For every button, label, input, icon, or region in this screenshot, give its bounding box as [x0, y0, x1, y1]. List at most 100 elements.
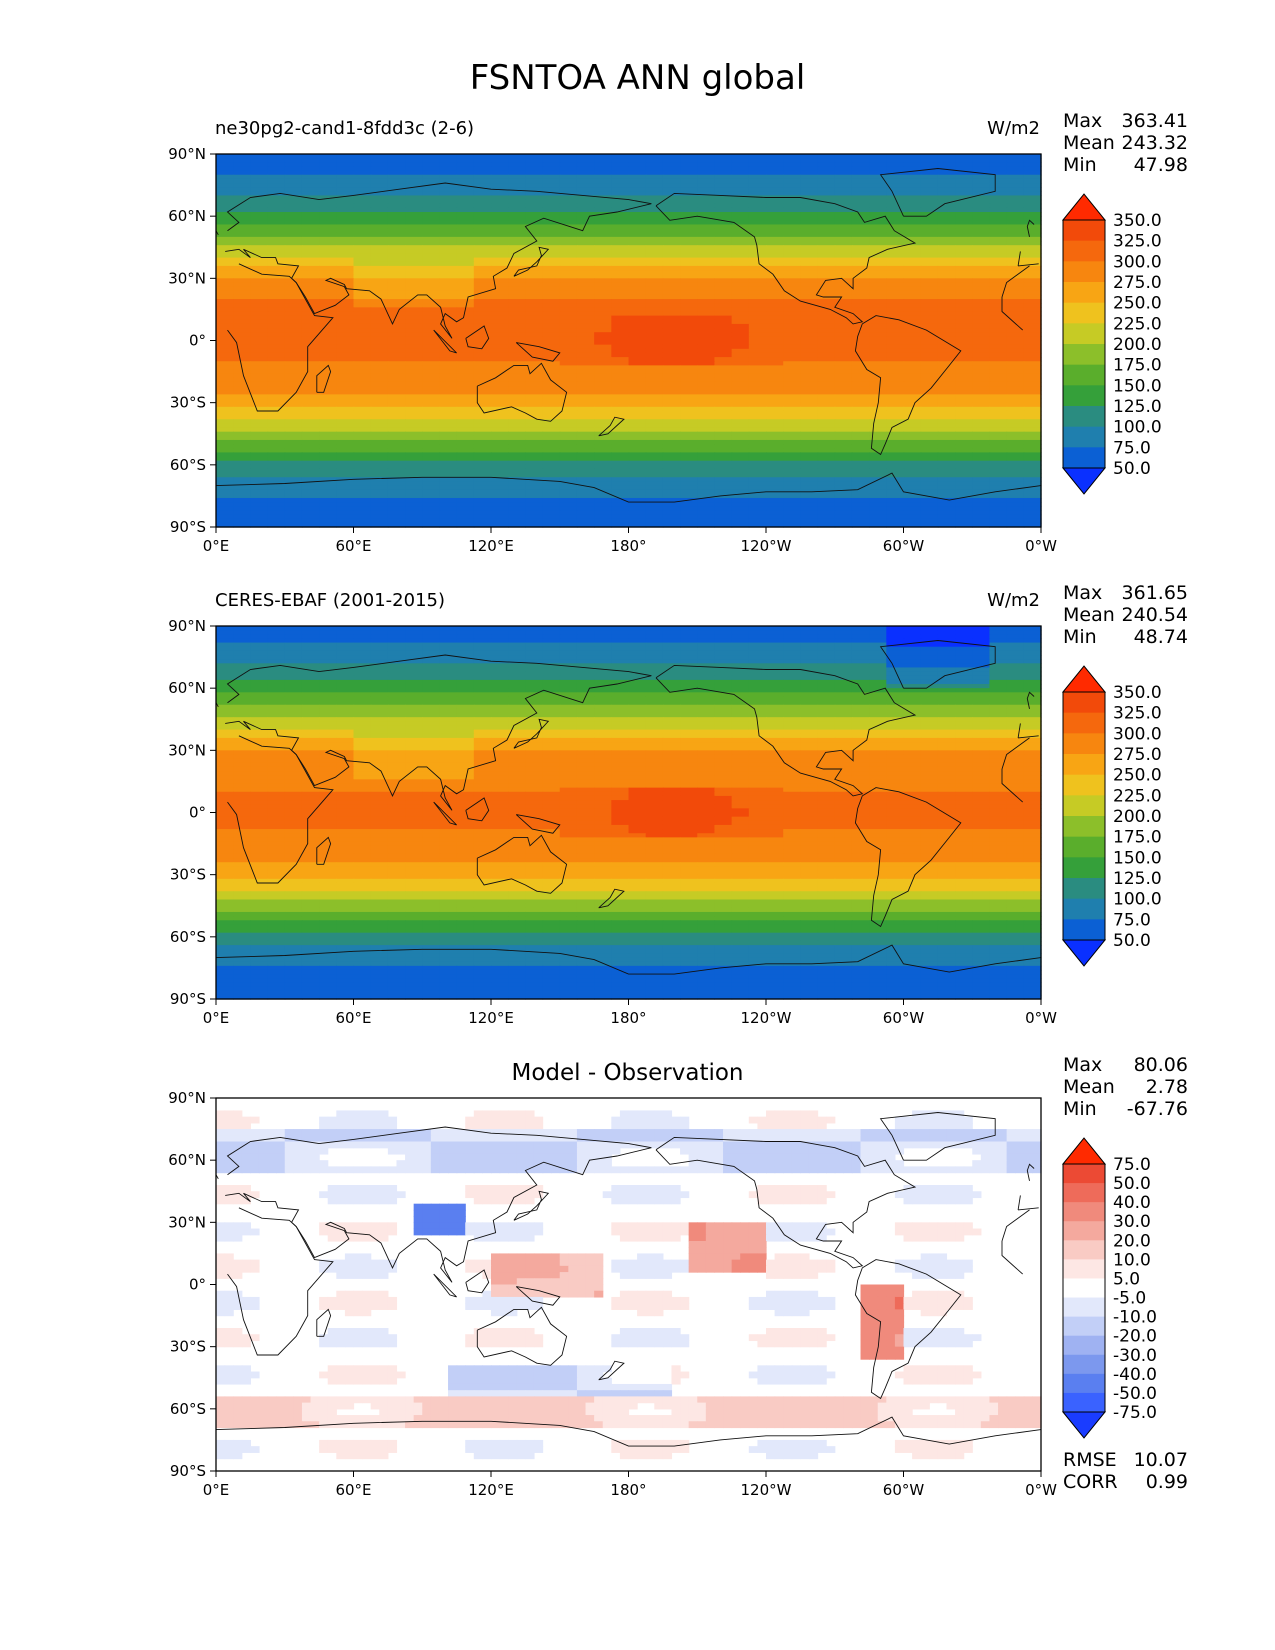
field-cell [817, 402, 836, 408]
y-tick-label: 30°S [170, 394, 206, 412]
field-cell [559, 456, 578, 462]
field-cell [387, 473, 406, 478]
field-cell [576, 361, 595, 366]
field-cell [216, 261, 234, 267]
field-cell [508, 328, 526, 333]
field-cell [800, 402, 819, 408]
field-cell [817, 195, 836, 201]
field-cell [336, 423, 355, 429]
field-cell [216, 361, 234, 366]
field-cell [611, 311, 630, 317]
field-cell [370, 257, 389, 263]
field-cell [817, 448, 836, 453]
field-cell [473, 286, 492, 292]
field-cell [439, 336, 458, 342]
field-cell [250, 274, 269, 279]
field-cell [387, 348, 406, 354]
field-cell [1006, 630, 1025, 635]
field-cell [491, 352, 509, 358]
field-cell [576, 394, 595, 400]
field-cell [233, 448, 251, 453]
field-cell [766, 642, 784, 648]
field-cell [336, 522, 355, 528]
field-cell [869, 303, 887, 308]
field-cell [250, 456, 269, 462]
field-cell [628, 489, 647, 495]
field-cell [783, 274, 801, 279]
field-cell [886, 158, 905, 163]
field-cell [284, 419, 303, 424]
field-cell [972, 187, 991, 192]
field-cell [680, 650, 698, 656]
field-cell [267, 460, 286, 466]
field-cell [869, 448, 887, 453]
field-cell [903, 448, 922, 453]
field-cell [387, 162, 406, 168]
field-cell [422, 452, 441, 458]
field-cell [611, 203, 630, 209]
field-cell [301, 261, 320, 267]
field-cell [491, 655, 509, 660]
field-cell [250, 415, 269, 420]
field-cell [525, 344, 544, 350]
coastline [215, 472, 1042, 503]
field-cell [559, 207, 578, 213]
field-cell [576, 166, 595, 172]
field-cell [542, 170, 561, 176]
field-cell [319, 502, 337, 507]
field-cell [216, 241, 234, 246]
field-cell [869, 406, 887, 412]
field-cell [800, 315, 819, 321]
field-cell [456, 473, 475, 478]
field-cell [731, 323, 750, 329]
field-cell [920, 431, 939, 437]
field-cell [525, 402, 544, 408]
field-cell [680, 174, 698, 180]
field-cell [387, 663, 406, 669]
field-cell [559, 228, 578, 234]
x-tick-label: 0°E [203, 537, 230, 555]
field-cell [611, 473, 630, 478]
field-cell [903, 261, 922, 267]
field-cell [766, 502, 784, 507]
field-cell [387, 199, 406, 205]
field-cell [937, 348, 956, 354]
field-cell [989, 394, 1008, 400]
field-cell [439, 299, 458, 304]
field-cell [714, 294, 733, 300]
field-cell [800, 406, 819, 412]
field-cell [370, 373, 389, 379]
field-cell [422, 369, 441, 375]
field-cell [783, 406, 801, 412]
field-cell [800, 191, 819, 197]
field-cell [920, 514, 939, 520]
field-cell [456, 344, 475, 350]
field-cell [869, 166, 887, 172]
field-cell [353, 307, 372, 313]
field-cell [422, 456, 441, 462]
field-cell [869, 299, 887, 304]
field-cell [267, 303, 286, 308]
field-cell [508, 187, 526, 192]
field-cell [301, 191, 320, 197]
field-cell [387, 390, 406, 395]
field-cell [766, 473, 784, 478]
field-cell [267, 655, 286, 660]
field-cell [937, 650, 956, 656]
field-cell [422, 642, 441, 648]
field-cell [301, 232, 320, 238]
field-cell [645, 203, 664, 209]
colorbar-segment [1063, 302, 1105, 324]
field-cell [473, 502, 492, 507]
field-cell [662, 506, 681, 512]
field-cell [731, 183, 750, 188]
field-cell [353, 228, 372, 234]
field-cell [267, 390, 286, 395]
field-cell [611, 671, 630, 677]
field-cell [405, 203, 423, 209]
field-cell [680, 261, 698, 267]
coastline [655, 192, 917, 325]
field-cell [508, 274, 526, 279]
field-cell [216, 646, 234, 652]
field-cell [680, 464, 698, 470]
